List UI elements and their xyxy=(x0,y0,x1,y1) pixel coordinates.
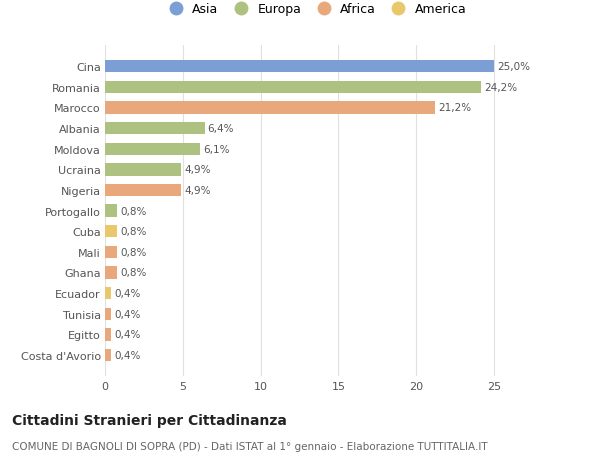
Bar xyxy=(105,143,200,156)
Bar xyxy=(105,308,111,320)
Bar xyxy=(105,185,181,197)
Bar xyxy=(105,102,435,114)
Text: 0,4%: 0,4% xyxy=(115,309,141,319)
Text: 0,4%: 0,4% xyxy=(115,288,141,298)
Bar xyxy=(105,349,111,361)
Bar xyxy=(105,246,118,258)
Text: 6,1%: 6,1% xyxy=(203,145,229,154)
Bar xyxy=(105,287,111,300)
Text: 24,2%: 24,2% xyxy=(485,83,518,93)
Bar xyxy=(105,123,205,135)
Text: 4,9%: 4,9% xyxy=(184,185,211,196)
Bar xyxy=(105,61,494,73)
Bar xyxy=(105,82,481,94)
Legend: Asia, Europa, Africa, America: Asia, Europa, Africa, America xyxy=(160,0,470,20)
Text: 0,8%: 0,8% xyxy=(121,268,147,278)
Bar xyxy=(105,225,118,238)
Text: 0,8%: 0,8% xyxy=(121,247,147,257)
Text: 0,8%: 0,8% xyxy=(121,206,147,216)
Text: 0,8%: 0,8% xyxy=(121,227,147,237)
Bar xyxy=(105,267,118,279)
Text: 4,9%: 4,9% xyxy=(184,165,211,175)
Bar xyxy=(105,164,181,176)
Text: 0,4%: 0,4% xyxy=(115,350,141,360)
Text: 25,0%: 25,0% xyxy=(497,62,530,72)
Text: COMUNE DI BAGNOLI DI SOPRA (PD) - Dati ISTAT al 1° gennaio - Elaborazione TUTTIT: COMUNE DI BAGNOLI DI SOPRA (PD) - Dati I… xyxy=(12,441,488,451)
Bar xyxy=(105,329,111,341)
Text: 21,2%: 21,2% xyxy=(438,103,471,113)
Text: Cittadini Stranieri per Cittadinanza: Cittadini Stranieri per Cittadinanza xyxy=(12,413,287,427)
Bar xyxy=(105,205,118,217)
Text: 0,4%: 0,4% xyxy=(115,330,141,340)
Text: 6,4%: 6,4% xyxy=(208,124,234,134)
